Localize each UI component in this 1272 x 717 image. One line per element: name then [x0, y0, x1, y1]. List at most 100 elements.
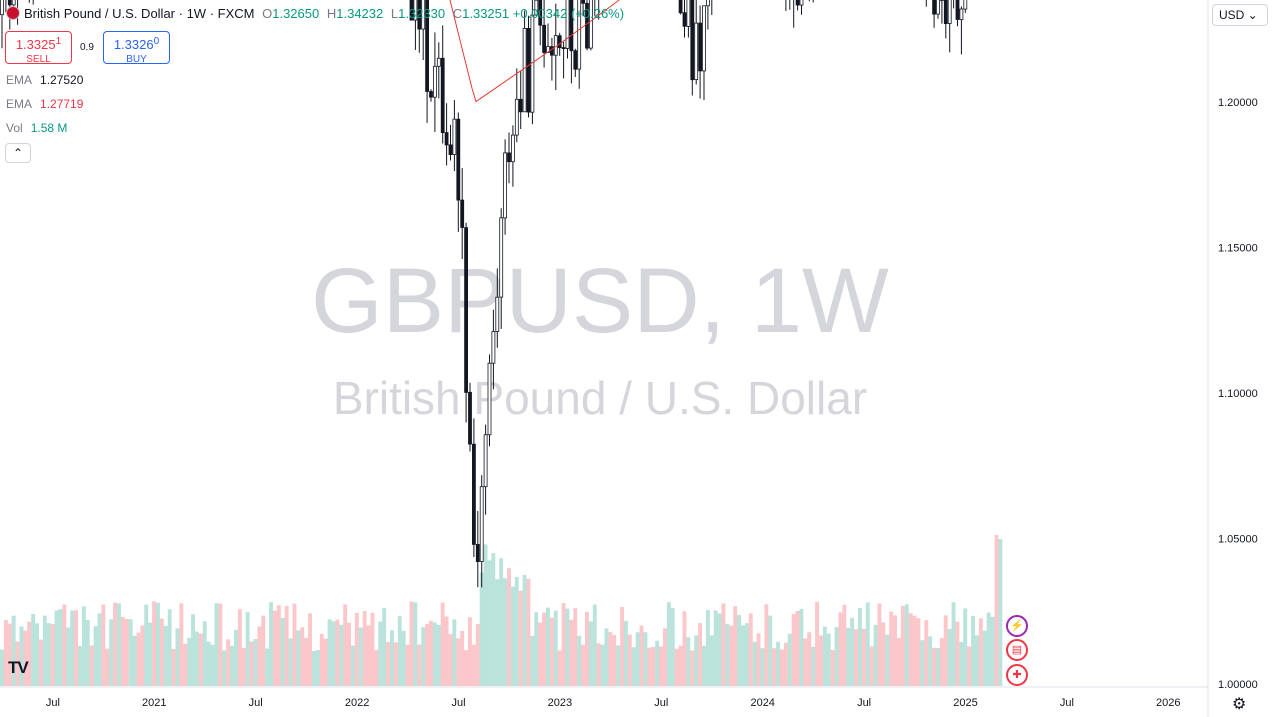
volume-bar	[206, 641, 211, 686]
volume-bar	[627, 634, 632, 686]
volume-bar	[838, 612, 843, 686]
volume-bar	[85, 620, 90, 686]
candle	[487, 354, 492, 447]
us-flag-icon[interactable]: ▤	[1006, 639, 1028, 661]
volume-bar	[819, 635, 823, 686]
candle	[940, 0, 944, 24]
high-label: H	[326, 6, 337, 21]
candle	[690, 0, 695, 96]
candle	[526, 15, 531, 118]
volume-bar	[624, 621, 628, 686]
candle	[436, 42, 441, 99]
sell-button[interactable]: 1.33251 SELL	[5, 31, 72, 65]
volume-bar	[811, 646, 816, 686]
volume-bar	[31, 614, 36, 686]
currency-label: USD	[1219, 8, 1245, 22]
volume-bar	[975, 635, 979, 686]
time-tick-label: 2023	[548, 697, 572, 709]
candle	[534, 0, 539, 16]
currency-select[interactable]: USD ⌄	[1212, 4, 1268, 26]
candle	[495, 268, 500, 348]
time-axis[interactable]: Jul 2021 Jul 2022 Jul 2023 Jul 2024 Jul 2025 Jul 20…	[0, 686, 1208, 709]
volume-bar	[156, 602, 160, 686]
candlestick-series	[0, 0, 968, 588]
indicator-value: 1.58 M	[30, 121, 68, 135]
symbol-name[interactable]: British Pound / U.S. Dollar	[24, 6, 176, 21]
candle	[413, 0, 418, 50]
volume-bar	[963, 608, 968, 686]
volume-bar	[269, 602, 273, 686]
volume-bar	[81, 606, 86, 686]
candle	[409, 0, 414, 21]
buy-button[interactable]: 1.33260 BUY	[103, 31, 170, 65]
tradingview-logo-icon[interactable]: TV	[8, 658, 29, 677]
symbol-watermark: GBPUSD, 1W British Pound / U.S. Dollar	[311, 250, 889, 424]
volume-bar	[694, 635, 699, 686]
volume-bar	[604, 628, 609, 686]
candle	[475, 511, 480, 588]
volume-bar	[978, 618, 983, 686]
candle	[682, 0, 687, 38]
volume-bar	[631, 647, 636, 686]
volume-bar	[66, 627, 71, 686]
volume-bar	[943, 615, 948, 686]
volume-area	[0, 534, 1003, 686]
volume-bar	[928, 636, 933, 686]
volume-bar	[62, 604, 67, 686]
volume-bar	[542, 612, 546, 686]
volume-bar	[327, 619, 332, 686]
low-value: 1.32330	[398, 6, 446, 21]
volume-bar	[249, 641, 254, 686]
candle	[785, 0, 787, 11]
volume-bar	[448, 634, 453, 686]
volume-bar	[179, 603, 184, 686]
candle	[542, 0, 546, 68]
candle	[953, 0, 955, 9]
indicator-volume[interactable]: Vol 1.58 M	[6, 121, 67, 135]
volume-bar	[557, 650, 562, 686]
candle	[417, 0, 422, 53]
volume-bar	[120, 617, 125, 686]
volume-bar	[885, 634, 890, 686]
volume-bar	[148, 622, 153, 686]
volume-bar	[374, 650, 379, 686]
volume-bar	[865, 602, 870, 686]
volume-bar	[124, 618, 129, 686]
volume-bar	[7, 623, 12, 686]
volume-bar	[417, 644, 422, 686]
volume-bar	[854, 629, 858, 686]
volume-bar	[850, 617, 855, 686]
indicator-ema-fast[interactable]: EMA 1.27719	[6, 97, 83, 111]
gear-icon[interactable]: ⚙	[1232, 696, 1247, 713]
volume-bar	[436, 624, 441, 686]
candle	[5, 0, 7, 13]
indicator-ema-slow[interactable]: EMA 1.27520	[6, 73, 83, 87]
volume-bar	[799, 608, 804, 686]
volume-bar	[479, 572, 484, 686]
volume-bar	[382, 608, 387, 686]
volume-bar	[491, 553, 496, 686]
volume-bar	[877, 603, 882, 686]
volume-bar	[947, 628, 952, 686]
lightning-icon[interactable]: ⚡	[1006, 615, 1028, 637]
volume-bar	[561, 603, 566, 686]
volume-bar	[795, 611, 800, 686]
volume-bar	[315, 650, 320, 686]
volume-bar	[549, 617, 554, 686]
volume-bar	[826, 633, 831, 686]
time-tick-label: 2024	[750, 697, 774, 709]
price-axis[interactable]: 1.00000 1.05000 1.10000 1.15000 1.20000	[1207, 0, 1258, 717]
candle	[28, 0, 30, 3]
volume-bar	[276, 605, 281, 686]
interval[interactable]: 1W	[186, 6, 207, 21]
volume-bar	[128, 619, 133, 686]
volume-bar	[163, 625, 168, 686]
volume-bar	[686, 637, 691, 686]
chevron-up-icon[interactable]: ⌃	[5, 143, 31, 163]
volume-bar	[413, 602, 418, 686]
volume-bar	[284, 605, 289, 686]
exchange: FXCM	[217, 6, 255, 21]
uk-flag-icon[interactable]: ✚	[1006, 664, 1028, 686]
candle	[507, 132, 511, 184]
